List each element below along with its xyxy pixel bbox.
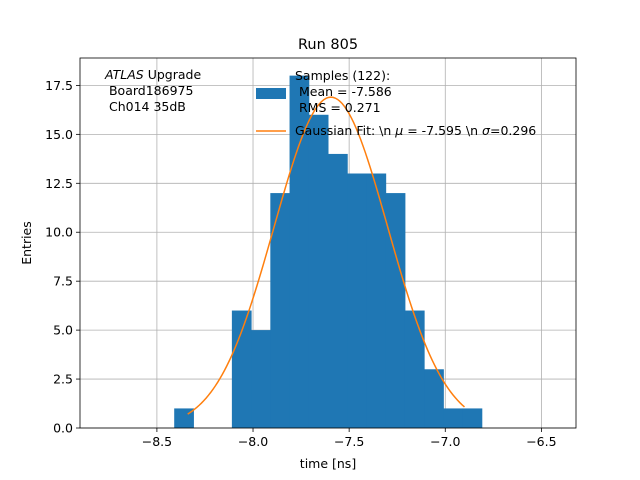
x-tick-label: −7.0 bbox=[430, 434, 460, 449]
x-tick-label: −8.0 bbox=[238, 434, 268, 449]
annotation-line-1: ATLAS Upgrade bbox=[104, 67, 201, 82]
legend-fit-label: Gaussian Fit: \n μ = -7.595 \n σ=0.296 bbox=[295, 123, 536, 138]
y-tick-label: 12.5 bbox=[45, 176, 73, 191]
y-tick-label: 5.0 bbox=[53, 323, 73, 338]
histogram-bar bbox=[270, 193, 291, 428]
gaussian-fit bbox=[187, 96, 466, 415]
annotation-line-2: Board186975 bbox=[105, 83, 193, 98]
annotation-line-3: Ch014 35dB bbox=[105, 99, 186, 114]
y-tick-label: 17.5 bbox=[45, 78, 73, 93]
legend-fit-suffix: =0.296 bbox=[490, 123, 536, 138]
histogram-bar bbox=[366, 173, 387, 428]
x-tick-label: −8.5 bbox=[142, 434, 172, 449]
chart-title: Run 805 bbox=[298, 37, 358, 53]
y-axis-label: Entries bbox=[19, 221, 34, 265]
legend-fit-middle: = -7.595 \n bbox=[403, 123, 482, 138]
histogram-bar bbox=[385, 193, 406, 428]
histogram-bar bbox=[443, 408, 464, 428]
legend-fit-mu-symbol: μ bbox=[394, 123, 403, 138]
y-tick-label: 15.0 bbox=[45, 127, 73, 142]
legend-samples-patch bbox=[256, 88, 286, 99]
y-axis-ticks: 0.0 2.5 5.0 7.5 10.0 12.5 15.0 17.5 bbox=[45, 78, 80, 436]
annotation: ATLAS Upgrade Board186975 Ch014 35dB bbox=[104, 67, 201, 114]
histogram-bars bbox=[174, 75, 483, 429]
y-tick-label: 0.0 bbox=[53, 421, 73, 436]
histogram-bar bbox=[404, 310, 425, 428]
histogram-bar bbox=[328, 153, 348, 429]
x-axis-ticks: −8.5 −8.0 −7.5 −7.0 −6.5 bbox=[142, 428, 557, 449]
x-tick-label: −7.5 bbox=[334, 434, 364, 449]
legend-fit-prefix: Gaussian Fit: \n bbox=[295, 123, 395, 138]
y-tick-label: 7.5 bbox=[53, 274, 73, 289]
y-tick-label: 2.5 bbox=[53, 372, 73, 387]
upgrade-label: Upgrade bbox=[144, 67, 202, 82]
histogram-bar bbox=[462, 408, 483, 428]
plot-frame bbox=[79, 57, 577, 429]
atlas-label: ATLAS bbox=[104, 67, 144, 82]
legend-samples-line-2: Mean = -7.586 bbox=[295, 84, 392, 99]
x-axis-label: time [ns] bbox=[300, 456, 356, 471]
histogram-bar bbox=[308, 114, 329, 428]
gaussian-fit-curve bbox=[187, 96, 466, 415]
histogram-bar bbox=[424, 369, 444, 428]
histogram-bar bbox=[289, 75, 310, 428]
x-tick-label: −6.5 bbox=[526, 434, 556, 449]
histogram-bar bbox=[347, 173, 367, 428]
legend-fit-sigma-symbol: σ bbox=[482, 123, 491, 138]
y-tick-label: 10.0 bbox=[45, 225, 73, 240]
legend-samples-line-1: Samples (122): bbox=[295, 68, 390, 83]
histogram-bar bbox=[251, 330, 271, 428]
legend: Samples (122): Mean = -7.586 RMS = 0.271… bbox=[256, 68, 536, 138]
legend-samples-line-3: RMS = 0.271 bbox=[295, 100, 381, 115]
histogram-bar bbox=[231, 310, 252, 428]
